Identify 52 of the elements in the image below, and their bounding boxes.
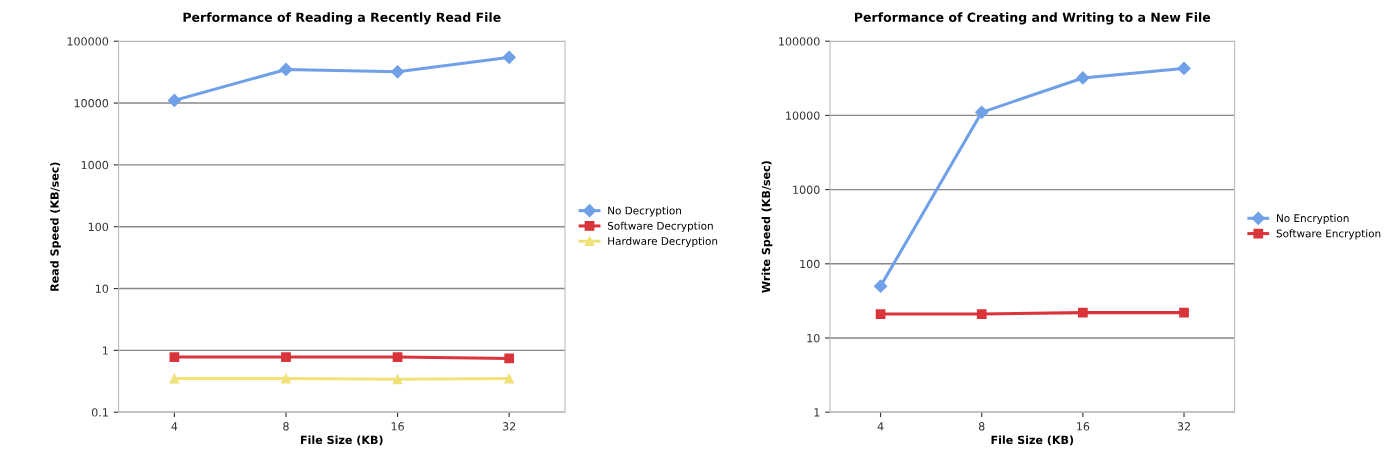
chart-title: Performance of Creating and Writing to a New File <box>854 12 1211 25</box>
y-tick-label: 10 <box>95 284 109 293</box>
y-tick-label: 1 <box>814 408 820 417</box>
y-tick-label: 100000 <box>779 37 820 46</box>
x-tick-label: 8 <box>978 422 985 431</box>
point <box>392 374 403 385</box>
y-axis-title: Write Speed (KB/sec) <box>761 161 773 293</box>
point <box>504 373 515 384</box>
point <box>169 352 180 362</box>
y-tick-label: 1 <box>103 346 108 355</box>
y-tick-label: 100000 <box>67 37 109 46</box>
x-tick-label: 4 <box>171 422 178 431</box>
y-axis-title: Read Speed (KB/sec) <box>50 162 61 291</box>
y-tick-label: 100 <box>800 259 820 269</box>
y-tick-label: 1000 <box>81 160 109 170</box>
point <box>502 50 516 64</box>
x-tick-label: 32 <box>502 422 516 431</box>
point <box>875 309 886 319</box>
point <box>1078 307 1088 318</box>
point <box>874 279 888 293</box>
y-tick-label: 0.1 <box>91 408 108 417</box>
point <box>281 373 291 384</box>
legend-label: Software Decryption <box>607 221 713 232</box>
y-tick-label: 100 <box>88 222 109 232</box>
point <box>1177 61 1191 76</box>
point <box>167 93 181 108</box>
x-tick-label: 16 <box>391 422 404 431</box>
legend-label: No Decryption <box>608 206 681 217</box>
chart-title: Performance of Reading a Recently Read File <box>183 12 501 25</box>
y-tick-label: 1000 <box>793 185 820 194</box>
x-tick-label: 32 <box>1177 422 1190 431</box>
legend-label: Software Encryption <box>1276 229 1381 240</box>
point <box>976 309 987 319</box>
legend-label: No Encryption <box>1277 214 1349 225</box>
point <box>279 62 293 76</box>
x-tick-label: 16 <box>1077 422 1090 431</box>
point <box>390 65 405 79</box>
point <box>1076 71 1090 85</box>
point <box>504 353 515 364</box>
x-axis-title: File Size (KB) <box>991 435 1074 446</box>
y-tick-label: 10 <box>807 333 820 343</box>
x-tick-label: 8 <box>283 422 289 431</box>
point <box>392 352 403 362</box>
x-tick-label: 4 <box>877 422 884 431</box>
point <box>169 373 180 384</box>
y-tick-label: 10000 <box>74 99 109 108</box>
point <box>1179 307 1189 318</box>
y-tick-label: 10000 <box>786 111 820 120</box>
point <box>281 352 291 362</box>
legend-label: Hardware Decryption <box>608 236 718 248</box>
point <box>975 105 989 119</box>
x-axis-title: File Size (KB) <box>301 435 383 446</box>
